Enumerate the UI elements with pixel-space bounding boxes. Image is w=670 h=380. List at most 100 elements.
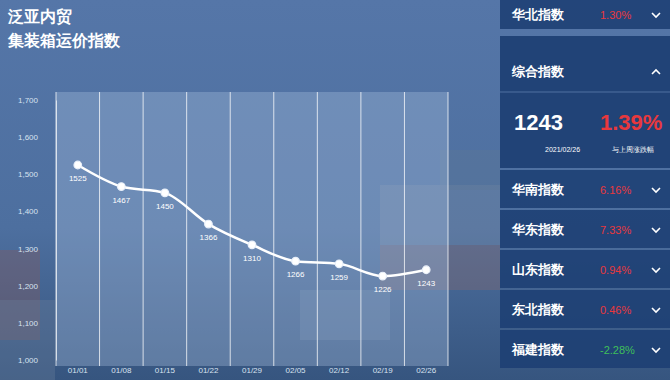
data-label: 1525 [69, 174, 87, 183]
y-tick-label: 1,000 [18, 356, 39, 365]
grid-line [186, 92, 187, 366]
grid [56, 92, 448, 366]
index-row[interactable]: 山东指数 0.94% [500, 250, 670, 288]
x-axis: 01/01 01/08 01/15 01/22 01/29 02/05 02/12 02/19… [57, 362, 449, 375]
subtitle: 集装箱运价指数 [7, 32, 121, 49]
plot-area [56, 92, 448, 366]
chevron[interactable] [652, 348, 660, 352]
index-row[interactable]: 华南指数 6.16% [500, 170, 670, 208]
grid-line [143, 92, 144, 366]
marker [74, 161, 82, 169]
chevron[interactable] [652, 228, 660, 232]
marker [205, 220, 213, 228]
data-labels: 1525 1467 1450 1366 1310 1266 1259 1226 1243 [69, 174, 436, 294]
index-name: 东北指数 [511, 302, 565, 317]
y-tick: 1,600 [18, 133, 56, 142]
x-tick-label: 01/29 [242, 366, 263, 375]
x-tick-label: 01/08 [111, 366, 132, 375]
index-change: 0.46% [600, 304, 631, 316]
x-tick: 02/05 [286, 362, 307, 375]
data-label: 1310 [243, 254, 261, 263]
x-tick: 02/19 [373, 362, 394, 375]
data-label: 1243 [417, 279, 435, 288]
composite-date: 2021/02/26 [545, 146, 580, 153]
chevron[interactable] [652, 308, 660, 312]
data-label: 1226 [374, 285, 392, 294]
y-tick-label: 1,600 [18, 133, 39, 142]
index-row[interactable]: 福建指数 -2.28% [500, 330, 670, 368]
data-label: 1366 [200, 233, 218, 242]
composite-change: 1.39% [600, 110, 662, 135]
grid-line [273, 92, 274, 366]
separator [500, 92, 670, 93]
index-panel: 华北指数 1.30% 华南指数 6.16% 华东指数 7.33% 山东指数 0.94% 东北指数… [500, 0, 670, 368]
y-tick-label: 1,200 [18, 282, 39, 291]
index-change: 7.33% [600, 224, 631, 236]
row-background [500, 210, 670, 248]
composite-value: 1243 [514, 110, 563, 135]
marker [248, 241, 256, 249]
title: 泛亚内贸 [7, 8, 72, 26]
data-label: 1450 [156, 202, 174, 211]
x-tick: 01/22 [198, 362, 219, 375]
index-name: 华东指数 [511, 222, 565, 237]
data-label: 1266 [287, 270, 305, 279]
chevron[interactable] [652, 188, 660, 192]
x-tick: 01/08 [111, 362, 132, 375]
index-row[interactable]: 华北指数 1.30% [500, 0, 670, 29]
data-label: 1259 [330, 273, 348, 282]
grid-line [317, 92, 318, 366]
x-tick-label: 02/19 [373, 366, 394, 375]
row-background [500, 170, 670, 208]
canvas: 泛亚内贸集装箱运价指数1,0001,1001,2001,3001,4001,50… [0, 0, 670, 380]
grid-line [448, 92, 449, 366]
marker [379, 272, 387, 280]
index-name: 福建指数 [511, 342, 565, 357]
data-label: 1467 [112, 196, 130, 205]
index-row[interactable]: 华东指数 7.33% [500, 210, 670, 248]
y-tick-label: 1,400 [18, 207, 39, 216]
background [0, 0, 670, 380]
y-tick: 1,000 [18, 356, 56, 365]
x-tick-label: 02/12 [329, 366, 350, 375]
chevron[interactable] [652, 13, 660, 17]
index-change: 6.16% [600, 184, 631, 196]
grid-line [230, 92, 231, 366]
x-tick-label: 01/22 [198, 366, 219, 375]
y-tick-label: 1,300 [18, 245, 39, 254]
y-axis: 1,0001,1001,2001,3001,4001,5001,6001,700 [18, 96, 57, 365]
x-tick-label: 01/15 [155, 366, 176, 375]
x-tick-label: 02/26 [416, 366, 437, 375]
index-name: 山东指数 [512, 262, 565, 277]
marker [292, 257, 300, 265]
composite-background [500, 36, 670, 168]
y-axis-line [56, 101, 57, 361]
row-background [500, 250, 670, 288]
container [440, 150, 500, 190]
y-tick-label: 1,700 [18, 96, 39, 105]
x-tick: 01/15 [155, 362, 176, 375]
row-background [500, 290, 670, 328]
grid-line [404, 92, 405, 366]
marker [422, 266, 430, 274]
chevron[interactable] [652, 70, 660, 74]
grid-line [99, 92, 100, 366]
x-tick: 01/01 [68, 362, 89, 375]
row-background [500, 0, 670, 29]
index-row[interactable]: 东北指数 0.46% [500, 290, 670, 328]
index-name: 华南指数 [511, 182, 565, 197]
marker [335, 260, 343, 268]
index-change: 1.30% [600, 9, 631, 21]
index-name: 华北指数 [511, 7, 565, 22]
row-background [500, 330, 670, 368]
grid-line [360, 92, 361, 366]
x-axis-line [57, 362, 449, 363]
y-tick-label: 1,500 [18, 170, 39, 179]
x-tick-label: 01/01 [68, 366, 89, 375]
composite-name: 综合指数 [511, 64, 565, 79]
x-tick: 01/29 [242, 362, 263, 375]
x-tick-label: 02/05 [286, 366, 307, 375]
chevron[interactable] [652, 268, 660, 272]
index-change: 0.94% [600, 264, 631, 276]
index-change: -2.28% [600, 344, 635, 356]
